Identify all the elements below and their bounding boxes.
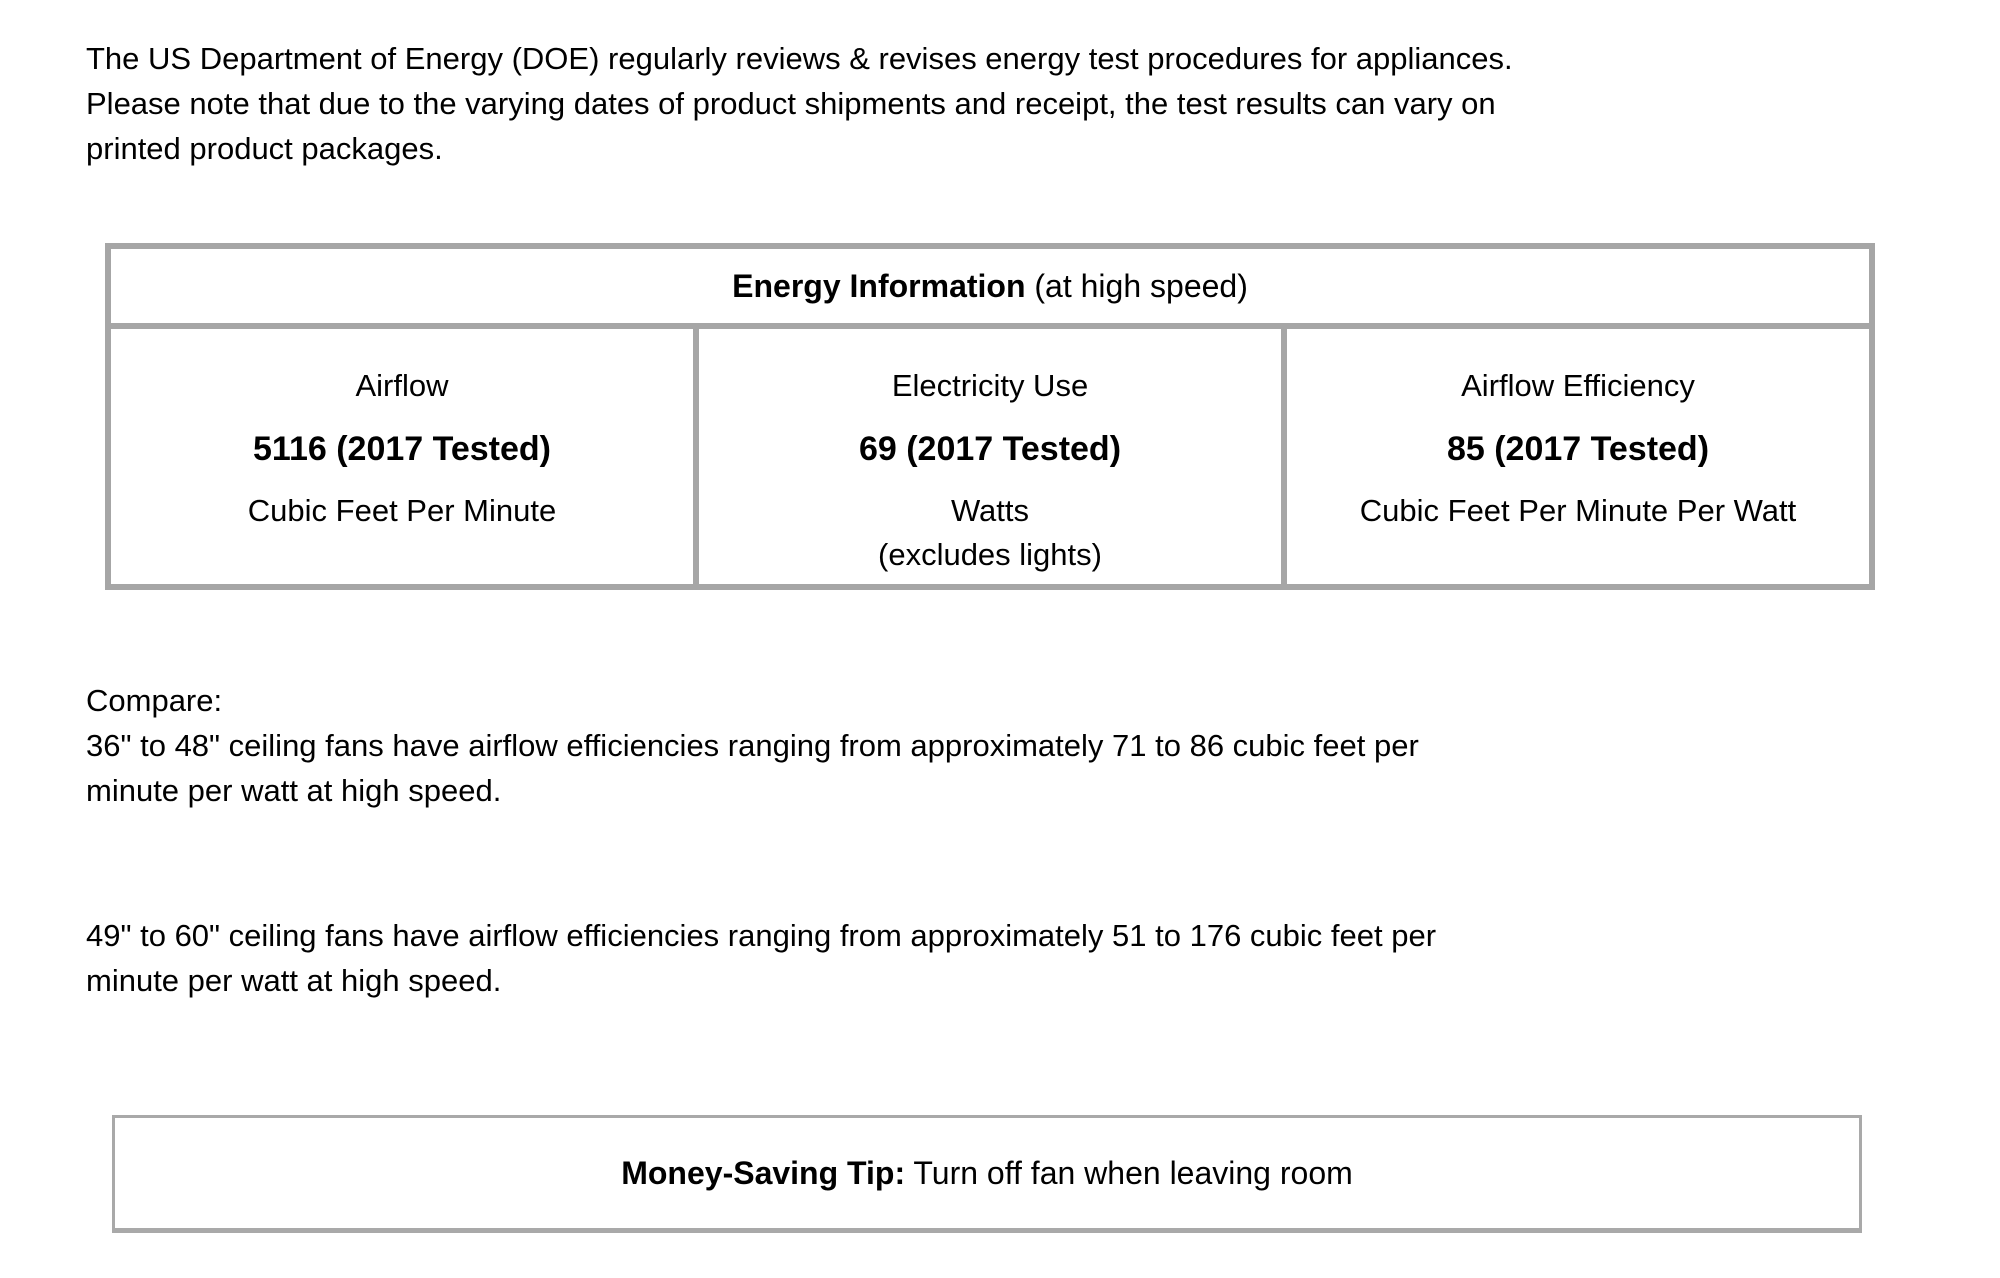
airflow-unit: Cubic Feet Per Minute [247,493,557,528]
compare-paragraph-49-60: 49" to 60" ceiling fans have airflow eff… [86,918,1437,998]
energy-table-title-qualifier: (at high speed) [1025,267,1248,304]
money-saving-tip-box: Money-Saving Tip: Turn off fan when leav… [112,1115,1862,1233]
energy-information-table: Energy Information (at high speed) Airfl… [105,243,1875,590]
airflow-efficiency-label: Airflow Efficiency [1461,368,1695,403]
airflow-efficiency-unit: Cubic Feet Per Minute Per Watt [1359,493,1797,528]
electricity-use-label: Electricity Use [891,368,1089,403]
airflow-value: 5116 (2017 Tested) [253,430,551,468]
money-saving-tip-text: Turn off fan when leaving room [905,1154,1353,1191]
electricity-use-unit: Watts [950,493,1030,528]
doe-intro-paragraph: The US Department of Energy (DOE) regula… [86,41,1513,166]
compare-section: Compare: 36" to 48" ceiling fans have ai… [86,678,2000,813]
energy-table-title: Energy Information (at high speed) [111,249,1869,329]
airflow-label: Airflow [355,368,449,403]
electricity-use-value: 69 (2017 Tested) [858,430,1122,468]
money-saving-tip-label: Money-Saving Tip: [621,1154,906,1191]
compare-paragraph-36-48: 36" to 48" ceiling fans have airflow eff… [86,728,1419,808]
energy-table-title-bold: Energy Information [732,267,1026,304]
electricity-use-column: Electricity Use 69 (2017 Tested) Watts (… [693,329,1281,584]
electricity-use-unit-note: (excludes lights) [878,537,1102,572]
airflow-efficiency-column: Airflow Efficiency 85 (2017 Tested) Cubi… [1281,329,1869,584]
airflow-column: Airflow 5116 (2017 Tested) Cubic Feet Pe… [111,329,693,584]
compare-heading: Compare: [86,683,223,718]
airflow-efficiency-value: 85 (2017 Tested) [1446,430,1710,468]
energy-table-body: Airflow 5116 (2017 Tested) Cubic Feet Pe… [111,329,1869,584]
